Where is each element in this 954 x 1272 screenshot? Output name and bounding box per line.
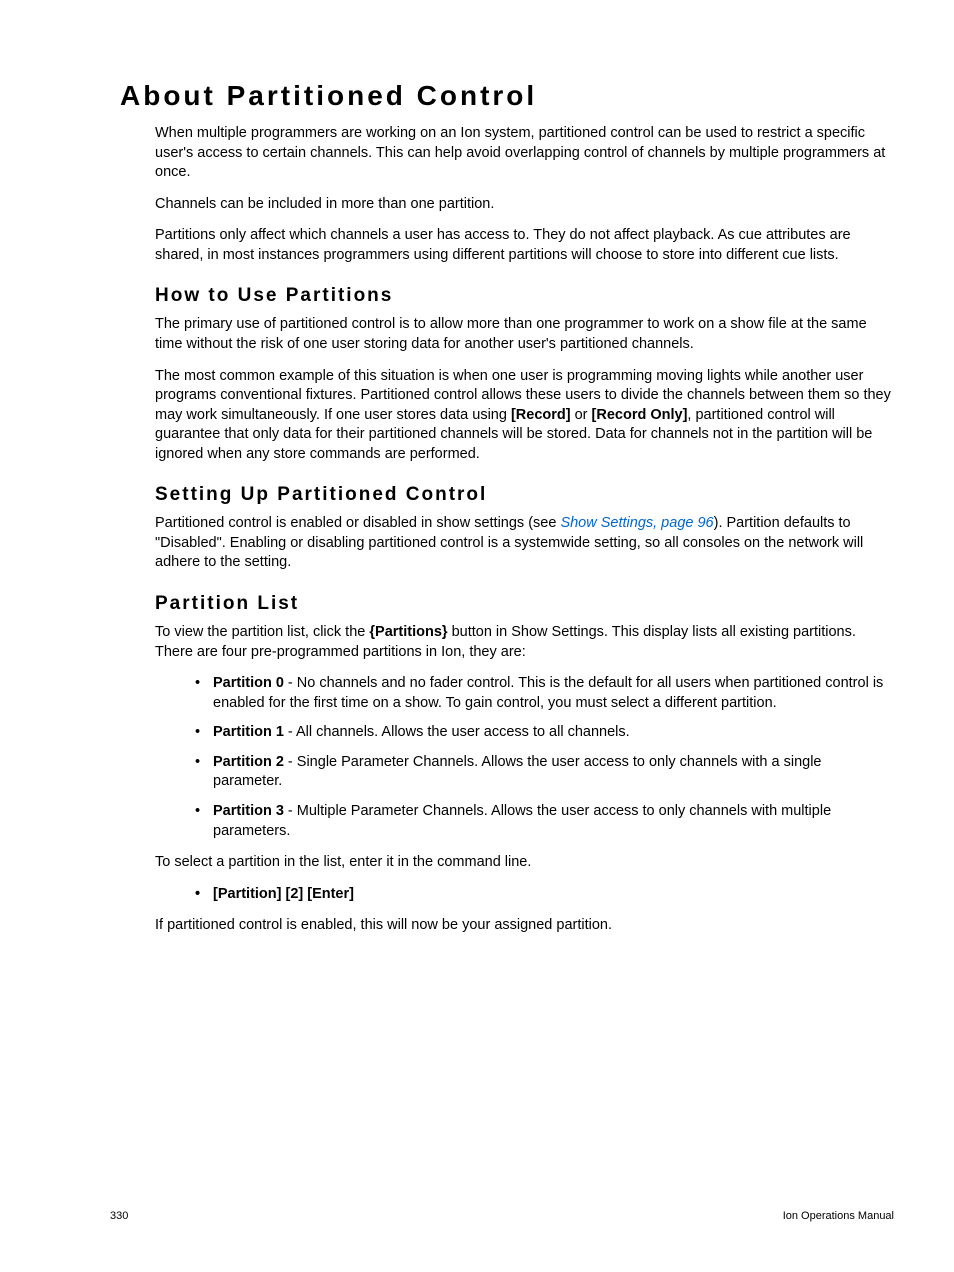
how-paragraph-2: The most common example of this situatio… [120,367,894,465]
how-paragraph-1: The primary use of partitioned control i… [120,315,894,354]
partition-desc: - Single Parameter Channels. Allows the … [213,754,822,790]
bold-partitions-button: {Partitions} [369,624,447,640]
partition-list-bullets: Partition 0 - No channels and no fader c… [120,674,894,841]
list-item: Partition 0 - No channels and no fader c… [195,674,894,713]
text-run: To view the partition list, click the [155,624,369,640]
page-number: 330 [110,1210,128,1222]
page-footer: 330 Ion Operations Manual [110,1210,894,1222]
section-heading-setup: Setting Up Partitioned Control [120,484,894,506]
doc-title-footer: Ion Operations Manual [783,1210,894,1222]
partition-label: Partition 3 [213,803,284,819]
document-page: About Partitioned Control When multiple … [0,0,954,1272]
command-bullet: [Partition] [2] [Enter] [120,885,894,905]
bold-record-only: [Record Only] [592,407,688,423]
partition-label: Partition 1 [213,724,284,740]
partition-label: Partition 2 [213,754,284,770]
intro-paragraph-1: When multiple programmers are working on… [120,124,894,183]
command-item: [Partition] [2] [Enter] [195,885,894,905]
page-title: About Partitioned Control [120,80,894,112]
text-run: or [571,407,592,423]
list-item: Partition 2 - Single Parameter Channels.… [195,753,894,792]
list-paragraph-1: To view the partition list, click the {P… [120,623,894,662]
section-heading-how: How to Use Partitions [120,285,894,307]
partition-desc: - Multiple Parameter Channels. Allows th… [213,803,831,839]
list-paragraph-3: If partitioned control is enabled, this … [120,916,894,936]
bold-record: [Record] [511,407,571,423]
partition-label: Partition 0 [213,675,284,691]
partition-desc: - No channels and no fader control. This… [213,675,883,711]
list-item: Partition 1 - All channels. Allows the u… [195,723,894,743]
intro-paragraph-2: Channels can be included in more than on… [120,195,894,215]
intro-paragraph-3: Partitions only affect which channels a … [120,226,894,265]
setup-paragraph-1: Partitioned control is enabled or disabl… [120,514,894,573]
section-heading-list: Partition List [120,593,894,615]
partition-desc: - All channels. Allows the user access t… [284,724,630,740]
text-run: Partitioned control is enabled or disabl… [155,515,560,531]
link-show-settings[interactable]: Show Settings, page 96 [560,515,713,531]
list-item: Partition 3 - Multiple Parameter Channel… [195,802,894,841]
list-paragraph-2: To select a partition in the list, enter… [120,853,894,873]
